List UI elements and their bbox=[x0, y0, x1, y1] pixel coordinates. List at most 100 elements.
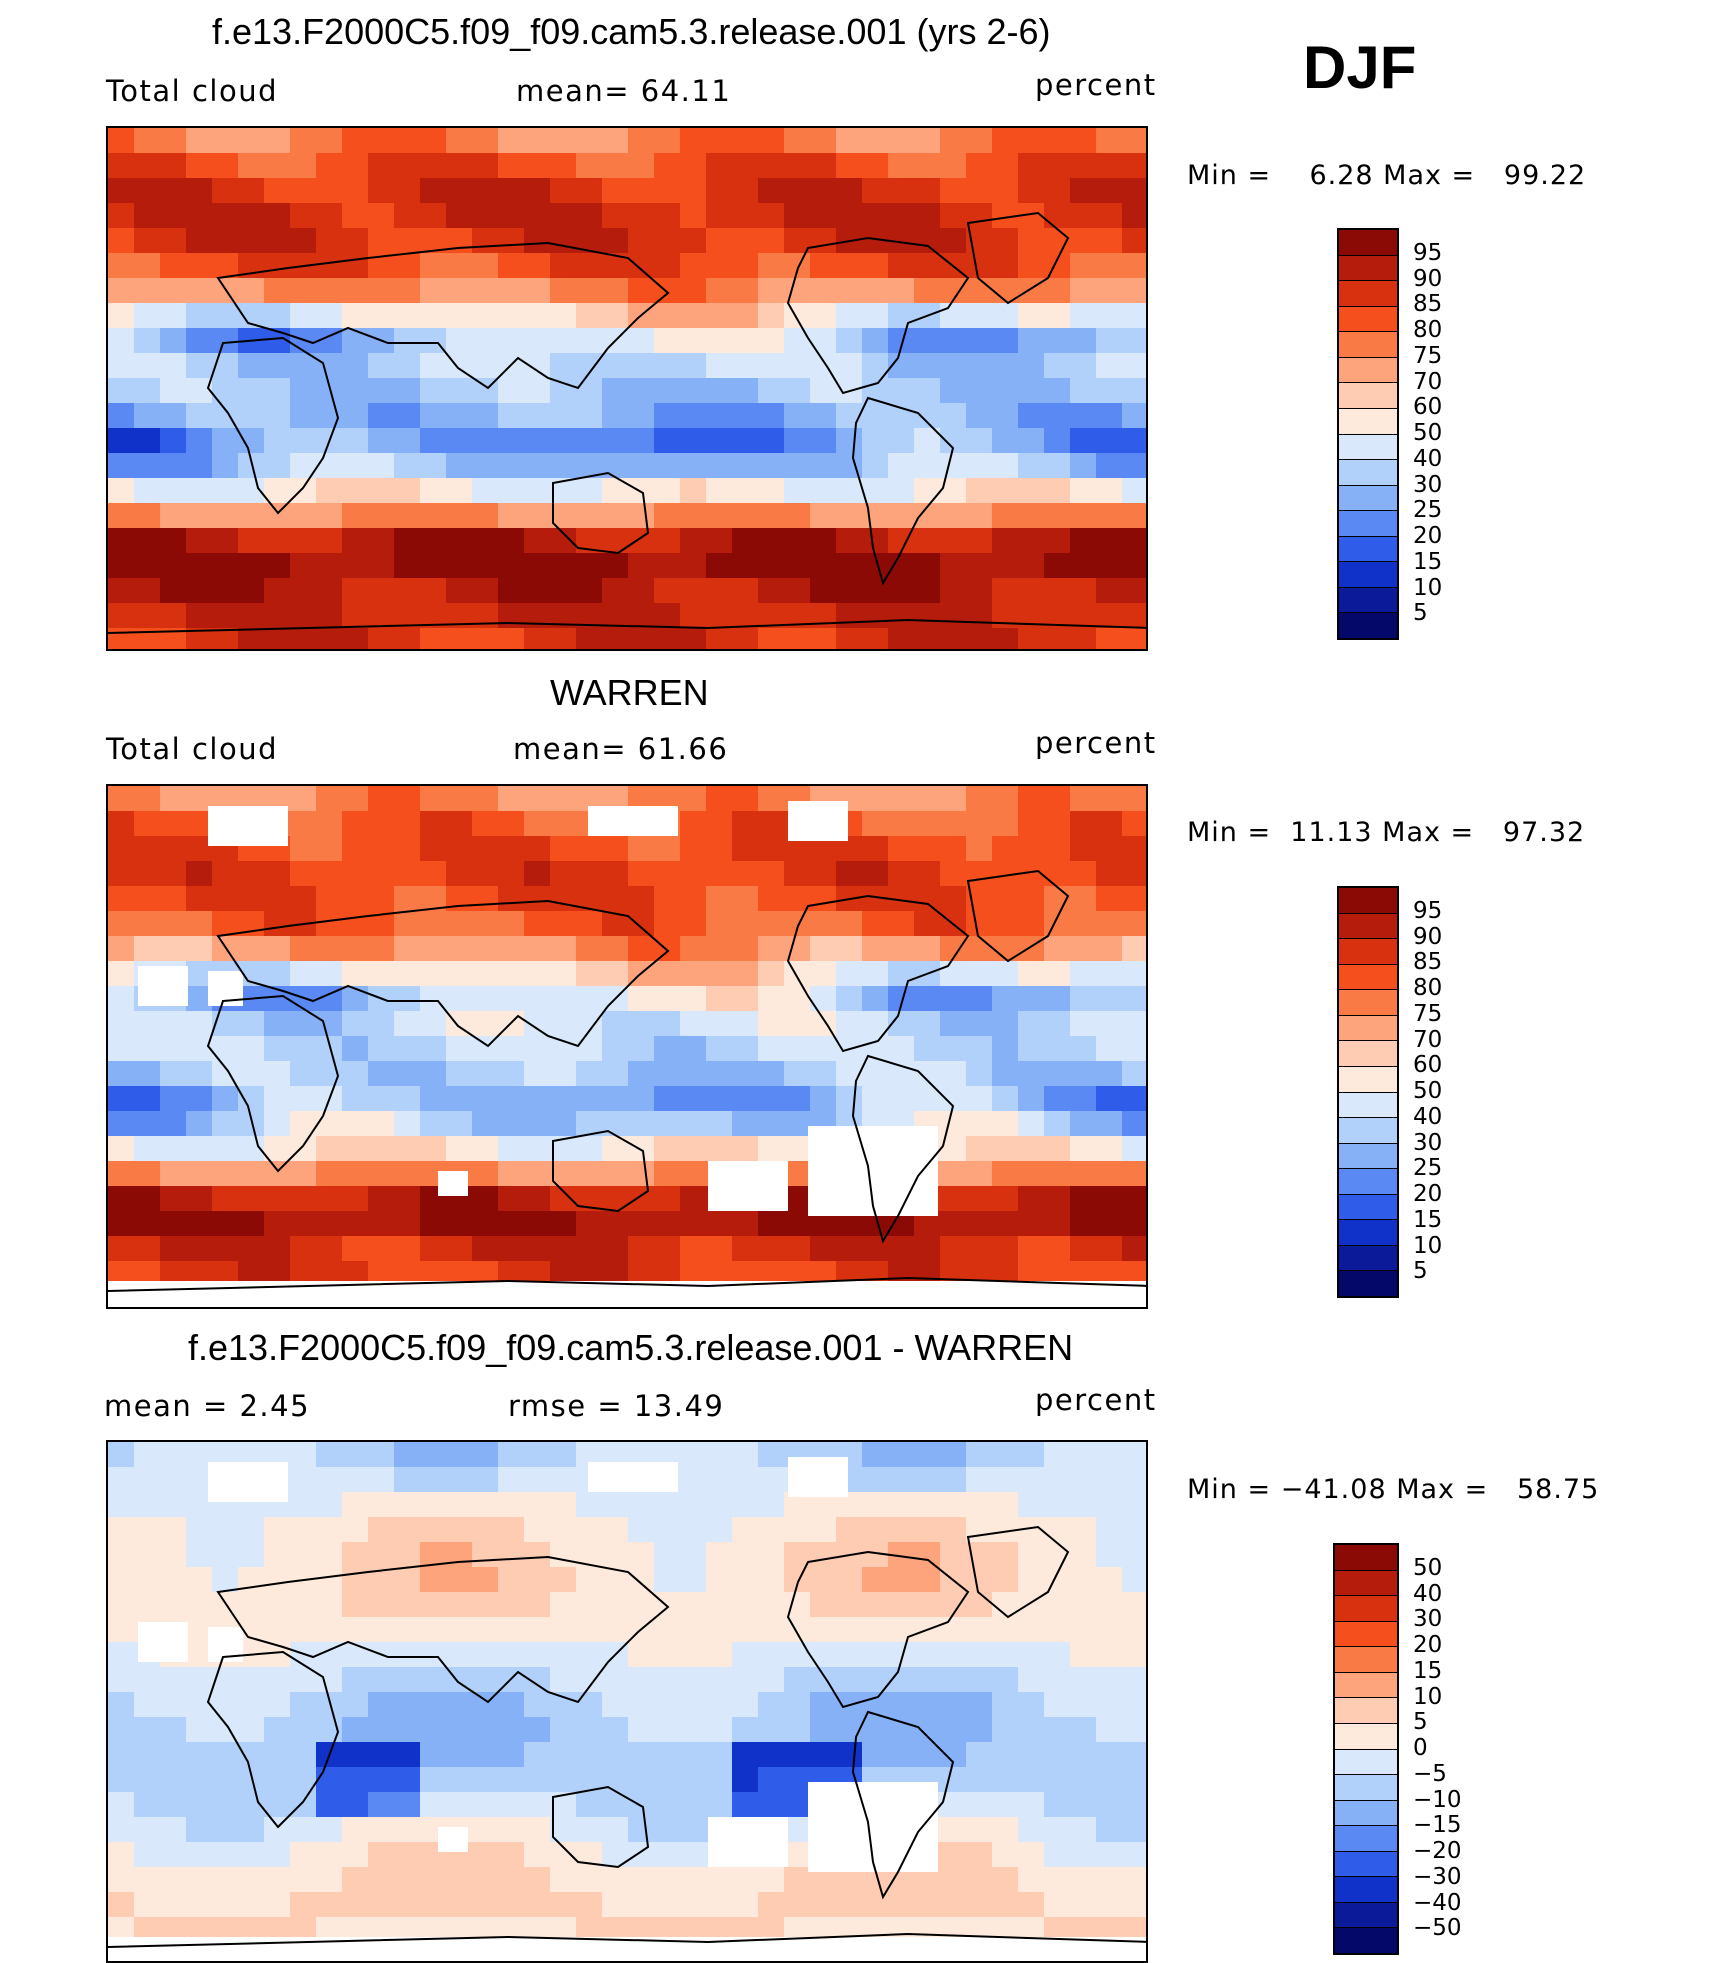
field-cell bbox=[966, 1867, 993, 1893]
field-cell bbox=[654, 528, 681, 554]
field-cell bbox=[368, 1236, 395, 1262]
field-cell bbox=[550, 353, 577, 379]
field-cell bbox=[966, 478, 993, 504]
field-cell bbox=[134, 936, 161, 962]
field-cell bbox=[706, 503, 733, 529]
field-cell bbox=[1044, 1792, 1071, 1818]
field-cell bbox=[1018, 1617, 1045, 1643]
field-cell bbox=[628, 453, 655, 479]
field-cell bbox=[758, 428, 785, 454]
field-cell bbox=[862, 528, 889, 554]
field-cell bbox=[732, 178, 759, 204]
field-cell bbox=[706, 1036, 733, 1062]
field-cell bbox=[186, 178, 213, 204]
field-cell bbox=[758, 1792, 785, 1818]
field-cell bbox=[1070, 503, 1097, 529]
field-cell bbox=[264, 403, 291, 429]
field-cell bbox=[212, 1086, 239, 1112]
field-cell bbox=[966, 503, 993, 529]
field-cell bbox=[966, 278, 993, 304]
field-cell bbox=[290, 1542, 317, 1568]
field-cell bbox=[940, 628, 967, 649]
field-cell bbox=[368, 1036, 395, 1062]
field-cell bbox=[368, 1817, 395, 1843]
field-cell bbox=[524, 911, 551, 937]
field-cell bbox=[498, 528, 525, 554]
field-cell bbox=[524, 886, 551, 912]
field-cell bbox=[992, 503, 1019, 529]
field-cell bbox=[1018, 786, 1045, 812]
field-cell bbox=[810, 503, 837, 529]
field-cell bbox=[836, 961, 863, 987]
field-cell bbox=[472, 1817, 499, 1843]
field-cell bbox=[498, 1186, 525, 1212]
field-cell bbox=[1122, 328, 1146, 354]
field-cell bbox=[576, 1592, 603, 1618]
field-cell bbox=[472, 1767, 499, 1793]
field-cell bbox=[602, 628, 629, 649]
field-cell bbox=[628, 253, 655, 279]
field-cell bbox=[992, 478, 1019, 504]
field-cell bbox=[940, 1011, 967, 1037]
field-cell bbox=[966, 153, 993, 179]
field-cell bbox=[212, 328, 239, 354]
field-cell bbox=[446, 1867, 473, 1893]
field-cell bbox=[524, 1492, 551, 1518]
field-cell bbox=[992, 1136, 1019, 1162]
field-cell bbox=[316, 478, 343, 504]
field-cell bbox=[706, 528, 733, 554]
field-cell bbox=[212, 1236, 239, 1262]
field-cell bbox=[966, 378, 993, 404]
field-cell bbox=[628, 1817, 655, 1843]
field-cell bbox=[134, 1186, 161, 1212]
colorbar-segment bbox=[1339, 255, 1397, 282]
field-cell bbox=[576, 1011, 603, 1037]
field-cell bbox=[368, 1136, 395, 1162]
field-cell bbox=[732, 603, 759, 629]
field-cell bbox=[1018, 1692, 1045, 1718]
field-cell bbox=[966, 628, 993, 649]
field-cell bbox=[316, 1186, 343, 1212]
field-cell bbox=[290, 1617, 317, 1643]
colorbar-segment bbox=[1339, 357, 1397, 384]
field-cell bbox=[420, 1011, 447, 1037]
field-cell bbox=[186, 1011, 213, 1037]
field-cell bbox=[862, 503, 889, 529]
field-cell bbox=[108, 153, 135, 179]
field-cell bbox=[212, 936, 239, 962]
field-cell bbox=[1122, 811, 1146, 837]
field-cell bbox=[758, 1692, 785, 1718]
field-cell bbox=[134, 911, 161, 937]
field-cell bbox=[186, 1236, 213, 1262]
field-cell bbox=[472, 178, 499, 204]
field-cell bbox=[758, 1742, 785, 1768]
field-cell bbox=[1018, 1467, 1045, 1493]
field-cell bbox=[472, 528, 499, 554]
field-cell bbox=[316, 1517, 343, 1543]
field-cell bbox=[576, 1517, 603, 1543]
field-cell bbox=[394, 1617, 421, 1643]
field-cell bbox=[368, 1442, 395, 1468]
field-cell bbox=[394, 1111, 421, 1137]
field-cell bbox=[1096, 303, 1123, 329]
field-cell bbox=[888, 403, 915, 429]
field-cell bbox=[758, 478, 785, 504]
field-cell bbox=[498, 503, 525, 529]
field-cell bbox=[108, 1467, 135, 1493]
colorbar-segment bbox=[1339, 964, 1397, 991]
field-cell bbox=[186, 128, 213, 154]
field-cell bbox=[1070, 553, 1097, 579]
coastline bbox=[786, 894, 970, 1053]
field-cell bbox=[732, 253, 759, 279]
field-cell bbox=[706, 353, 733, 379]
field-cell bbox=[368, 836, 395, 862]
field-cell bbox=[810, 1642, 837, 1668]
field-cell bbox=[706, 1717, 733, 1743]
field-cell bbox=[368, 786, 395, 812]
field-cell bbox=[1044, 278, 1071, 304]
field-cell bbox=[420, 1717, 447, 1743]
field-cell bbox=[784, 1542, 811, 1568]
field-cell bbox=[1018, 836, 1045, 862]
field-cell bbox=[134, 1767, 161, 1793]
field-cell bbox=[810, 578, 837, 604]
